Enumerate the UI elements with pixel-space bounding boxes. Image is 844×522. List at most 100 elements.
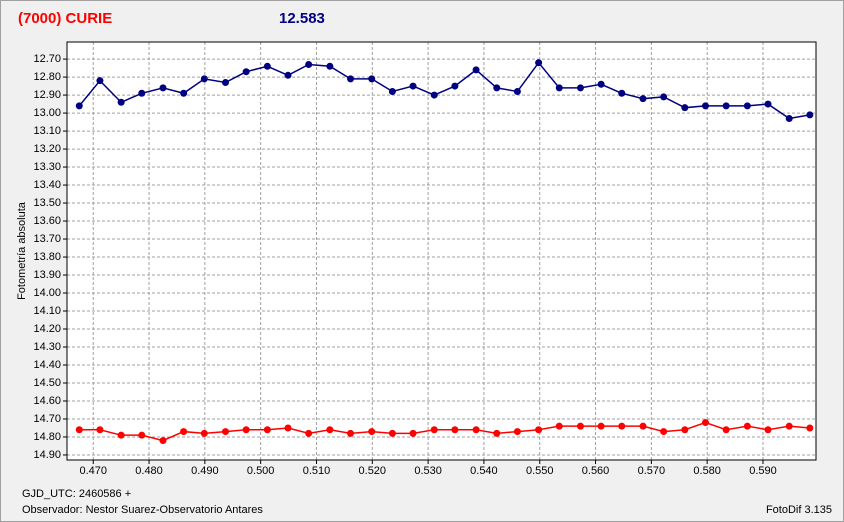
data-point (764, 100, 772, 108)
y-tick-label: 14.10 (33, 305, 61, 317)
y-tick-label: 13.80 (33, 251, 61, 263)
chart-title: (7000) CURIE (18, 10, 112, 27)
data-point (305, 60, 313, 68)
data-point (326, 426, 334, 434)
y-axis-label: Fotometría absoluta (16, 201, 28, 300)
data-point (138, 431, 146, 439)
data-point (222, 428, 230, 436)
y-tick-label: 14.90 (33, 449, 61, 461)
data-point (493, 84, 501, 92)
data-point (284, 71, 292, 79)
data-point (555, 84, 563, 92)
y-tick-label: 14.60 (33, 395, 61, 407)
x-tick-label: 0.550 (526, 465, 554, 477)
data-point (660, 93, 668, 101)
data-point (764, 426, 772, 434)
data-point (451, 426, 459, 434)
data-point (493, 429, 501, 437)
data-point (96, 426, 104, 434)
y-tick-label: 14.40 (33, 359, 61, 371)
plot-area (67, 42, 816, 460)
x-tick-label: 0.590 (749, 465, 777, 477)
y-tick-label: 13.20 (33, 143, 61, 155)
y-tick-label: 14.80 (33, 431, 61, 443)
data-point (388, 87, 396, 95)
data-point (472, 426, 480, 434)
data-point (555, 422, 563, 430)
data-point (430, 426, 438, 434)
x-tick-label: 0.510 (303, 465, 331, 477)
data-point (138, 89, 146, 97)
data-point (263, 426, 271, 434)
data-point (368, 428, 376, 436)
data-point (513, 428, 521, 436)
y-tick-label: 14.00 (33, 287, 61, 299)
data-point (618, 89, 626, 97)
data-point (681, 104, 689, 112)
data-point (242, 426, 250, 434)
data-point (597, 80, 605, 88)
data-point (722, 426, 730, 434)
data-point (701, 102, 709, 110)
data-point (535, 426, 543, 434)
data-point (535, 59, 543, 67)
y-tick-label: 14.30 (33, 341, 61, 353)
data-point (430, 91, 438, 99)
data-point (409, 429, 417, 437)
y-tick-label: 13.00 (33, 107, 61, 119)
data-point (785, 114, 793, 122)
y-tick-label: 12.70 (33, 53, 61, 65)
data-point (75, 102, 83, 110)
data-point (242, 68, 250, 76)
data-point (388, 429, 396, 437)
data-point (305, 429, 313, 437)
data-point (472, 66, 480, 74)
y-tick-label: 13.10 (33, 125, 61, 137)
y-tick-label: 13.40 (33, 179, 61, 191)
data-point (200, 75, 208, 83)
x-tick-label: 0.520 (359, 465, 387, 477)
data-point (806, 424, 814, 432)
data-point (222, 78, 230, 86)
x-tick-label: 0.560 (582, 465, 610, 477)
data-point (409, 82, 417, 90)
data-point (513, 87, 521, 95)
data-point (200, 429, 208, 437)
data-point (263, 62, 271, 70)
data-point (681, 426, 689, 434)
y-tick-label: 13.30 (33, 161, 61, 173)
data-point (347, 75, 355, 83)
data-point (722, 102, 730, 110)
data-point (284, 424, 292, 432)
data-point (117, 431, 125, 439)
y-tick-label: 13.50 (33, 197, 61, 209)
x-tick-label: 0.500 (247, 465, 275, 477)
y-tick-label: 14.70 (33, 413, 61, 425)
footer-text: GJD_UTC: 2460586 + (22, 488, 131, 500)
data-point (639, 422, 647, 430)
data-point (576, 422, 584, 430)
data-point (159, 437, 167, 445)
data-point (701, 419, 709, 427)
data-point (660, 428, 668, 436)
data-point (180, 89, 188, 97)
data-point (347, 429, 355, 437)
chart-subtitle: 12.583 (279, 10, 325, 27)
data-point (117, 98, 125, 106)
x-tick-label: 0.490 (191, 465, 219, 477)
data-point (326, 62, 334, 70)
data-point (159, 84, 167, 92)
data-point (368, 75, 376, 83)
y-tick-label: 14.20 (33, 323, 61, 335)
y-tick-label: 12.90 (33, 89, 61, 101)
x-tick-label: 0.570 (638, 465, 666, 477)
data-point (806, 111, 814, 119)
x-tick-label: 0.470 (79, 465, 107, 477)
footer-text: Observador: Nestor Suarez-Observatorio A… (22, 504, 263, 516)
data-point (785, 422, 793, 430)
data-point (180, 428, 188, 436)
plot: 12.70 12.80 12.90 13.00 13.10 13.20 13.30 13.40… (33, 42, 816, 477)
x-tick-label: 0.580 (693, 465, 721, 477)
